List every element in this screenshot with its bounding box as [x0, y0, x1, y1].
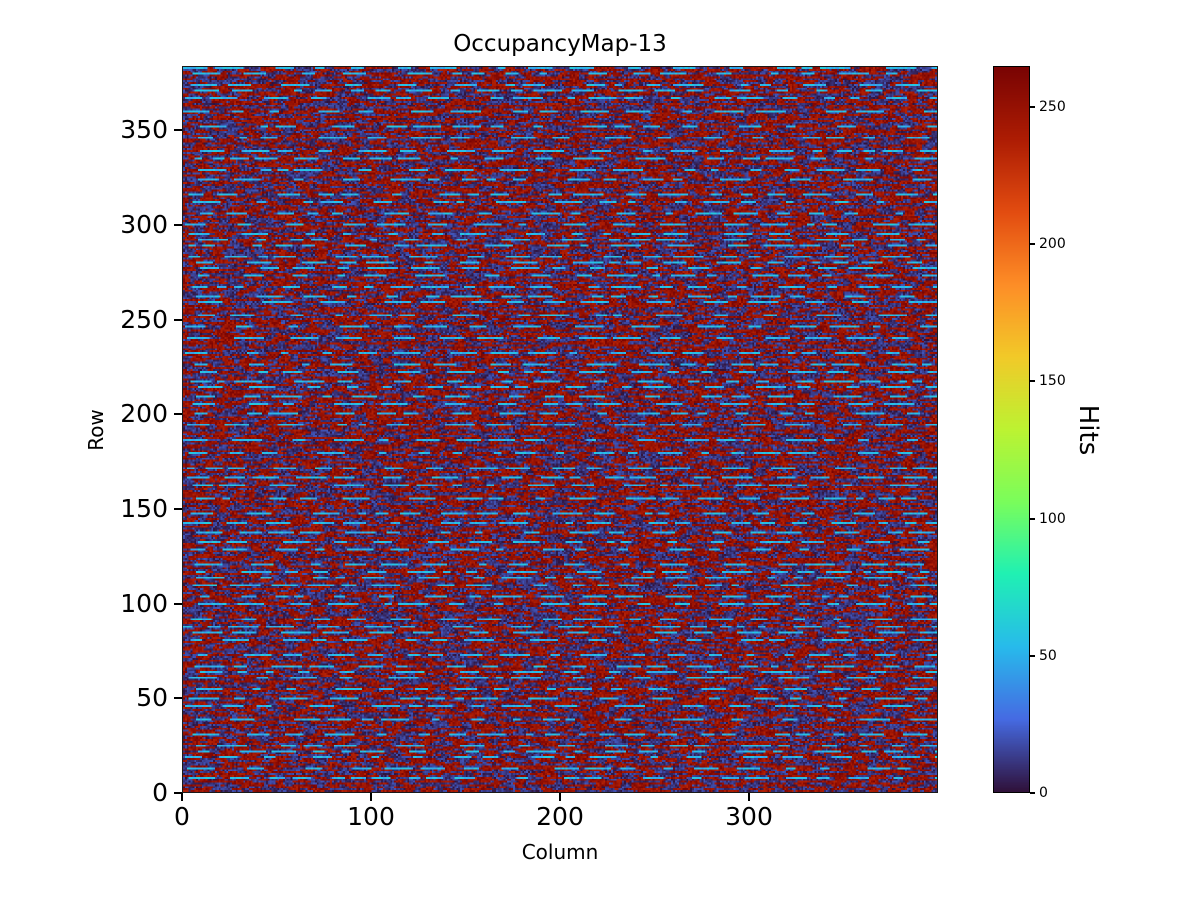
- x-tick-mark: [181, 793, 183, 801]
- y-tick-mark: [174, 318, 182, 321]
- y-tick-mark: [174, 224, 182, 227]
- colorbar-tick-label: 150: [1039, 373, 1066, 390]
- y-tick-label: 200: [120, 399, 168, 429]
- y-tick-mark: [174, 129, 182, 132]
- colorbar-tick-mark: [1030, 106, 1035, 109]
- colorbar-tick-label: 200: [1039, 236, 1066, 253]
- x-tick-mark: [370, 793, 372, 801]
- x-tick-label: 300: [725, 802, 773, 831]
- y-tick-label: 50: [136, 683, 168, 713]
- colorbar-tick-label: 250: [1039, 99, 1066, 116]
- y-tick-label: 350: [120, 115, 168, 145]
- colorbar-tick-mark: [1030, 654, 1035, 657]
- y-tick-mark: [174, 508, 182, 511]
- y-tick-mark: [174, 602, 182, 605]
- colorbar-tick-mark: [1030, 243, 1035, 246]
- x-tick-label: 0: [174, 802, 190, 831]
- colorbar-tick-mark: [1030, 380, 1035, 383]
- colorbar-canvas: [994, 67, 1029, 792]
- x-tick-mark: [748, 793, 750, 801]
- x-tick-label: 200: [536, 802, 584, 831]
- x-axis-label: Column: [521, 840, 599, 864]
- y-tick-mark: [174, 697, 182, 700]
- y-tick-mark: [174, 413, 182, 416]
- colorbar-tick-label: 50: [1039, 647, 1057, 664]
- y-tick-label: 0: [152, 778, 168, 807]
- colorbar-label: Hits: [1073, 404, 1103, 456]
- y-tick-label: 150: [120, 494, 168, 524]
- chart-title: OccupancyMap-13: [453, 31, 667, 57]
- colorbar-tick-mark: [1030, 517, 1035, 520]
- colorbar-tick-label: 0: [1039, 785, 1048, 801]
- y-tick-mark: [174, 792, 182, 794]
- colorbar: [993, 66, 1030, 793]
- heatmap-canvas: [183, 67, 937, 792]
- x-tick-mark: [559, 793, 561, 801]
- colorbar-tick-mark: [1030, 792, 1035, 794]
- y-tick-label: 250: [120, 304, 168, 334]
- colorbar-tick-label: 100: [1039, 510, 1066, 527]
- heatmap-plot-area: [182, 66, 938, 793]
- y-tick-label: 300: [120, 210, 168, 240]
- x-tick-label: 100: [347, 802, 395, 831]
- y-tick-label: 100: [120, 588, 168, 618]
